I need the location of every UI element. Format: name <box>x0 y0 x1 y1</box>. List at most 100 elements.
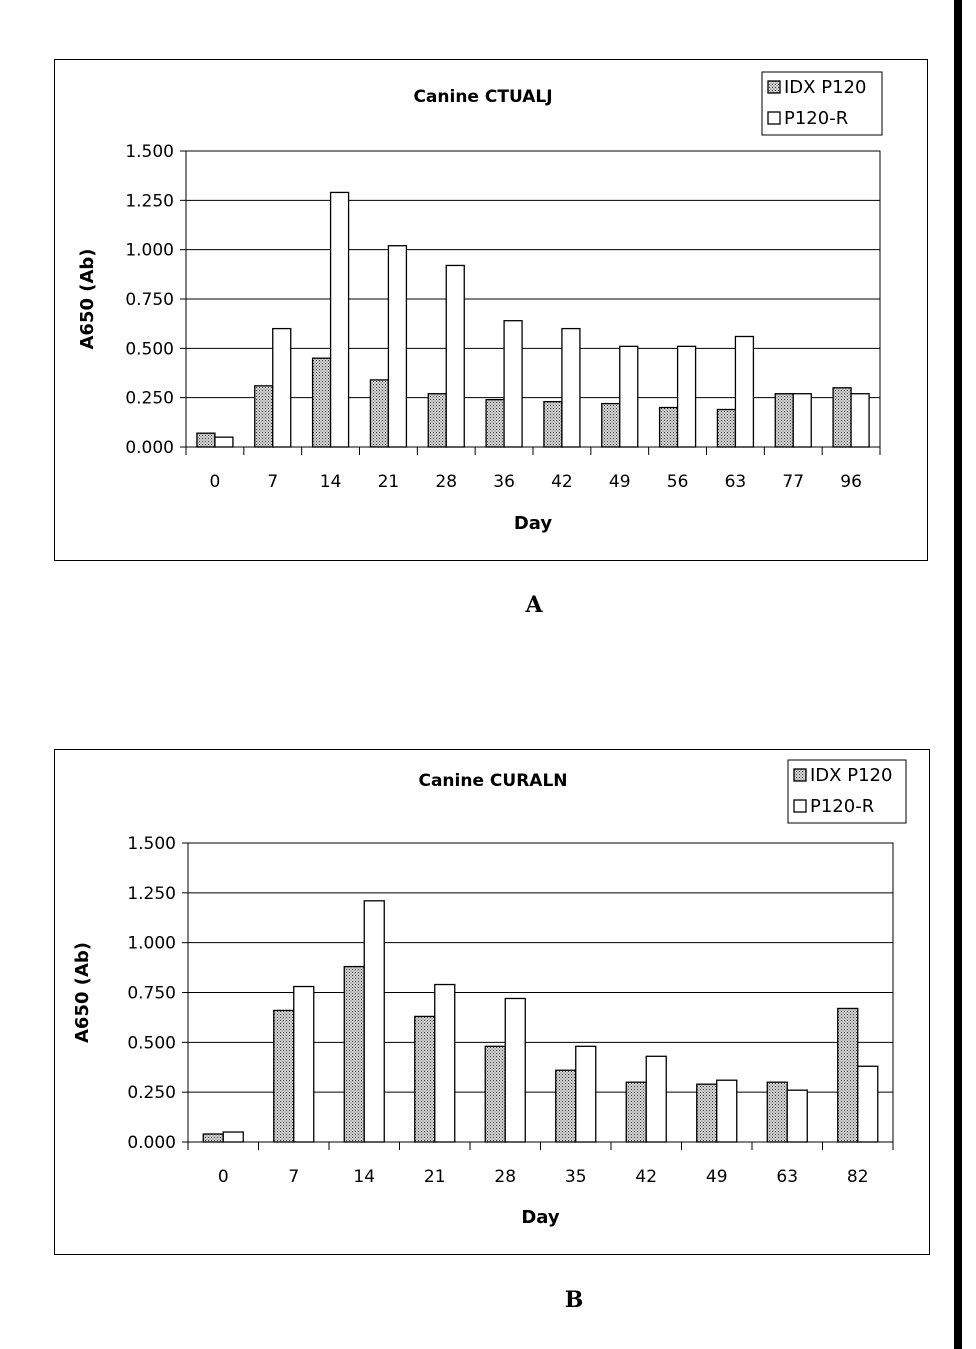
bar-p120-r <box>646 1056 666 1142</box>
bar-p120-r <box>273 329 291 447</box>
bar-chart-a: 0.000 0.250 0.500 0.750 1.000 1.250 1.500 0 7 14 2… <box>55 60 927 560</box>
bar-idx-p120 <box>544 402 562 447</box>
bar-p120-r <box>735 336 753 447</box>
bar-p120-r <box>223 1132 243 1142</box>
y-tick-label: 1.250 <box>127 884 176 904</box>
y-tick-label: 0.500 <box>125 339 174 359</box>
bar-idx-p120 <box>274 1010 294 1142</box>
bar-chart-b: 0.000 0.250 0.500 0.750 1.000 1.250 1.500 0 7 14 2… <box>55 750 929 1254</box>
bar-idx-p120 <box>717 410 735 447</box>
x-tick-label: 21 <box>424 1167 446 1187</box>
x-tick-label: 63 <box>725 472 747 492</box>
x-tick-label: 63 <box>776 1167 798 1187</box>
x-tick-label: 28 <box>435 472 457 492</box>
chart-title: Canine CTUALJ <box>413 87 552 107</box>
bar-idx-p120 <box>775 394 793 447</box>
bar-idx-p120 <box>833 388 851 447</box>
bar-p120-r <box>294 987 314 1142</box>
bar-idx-p120 <box>486 400 504 447</box>
bar-idx-p120 <box>626 1082 646 1142</box>
bar-p120-r <box>787 1090 807 1142</box>
legend-swatch-idx-p120 <box>794 769 806 781</box>
y-tick-label: 1.500 <box>125 142 174 162</box>
bar-idx-p120 <box>660 408 678 447</box>
legend-label-idx-p120: IDX P120 <box>784 77 866 98</box>
bar-p120-r <box>505 998 525 1142</box>
panel-label-a: A <box>514 592 554 618</box>
y-tick-label: 0.000 <box>125 438 174 458</box>
x-tick-label: 14 <box>320 472 342 492</box>
chart-panel-a: 0.000 0.250 0.500 0.750 1.000 1.250 1.500 0 7 14 2… <box>54 59 928 561</box>
x-axis-label: Day <box>521 1207 560 1228</box>
x-tick-label: 21 <box>378 472 400 492</box>
bar-p120-r <box>504 321 522 447</box>
x-tick-label: 96 <box>840 472 862 492</box>
x-tick-label: 77 <box>782 472 804 492</box>
y-tick-label: 1.000 <box>125 241 174 261</box>
bar-p120-r <box>435 985 455 1142</box>
legend-label-p120-r: P120-R <box>810 796 874 817</box>
y-tick-label: 0.000 <box>127 1133 176 1153</box>
legend-swatch-p120-r <box>768 112 780 124</box>
bar-p120-r <box>858 1066 878 1142</box>
bar-p120-r <box>851 394 869 447</box>
bar-idx-p120 <box>697 1084 717 1142</box>
x-tick-label: 49 <box>706 1167 728 1187</box>
bar-p120-r <box>793 394 811 447</box>
bar-p120-r <box>562 329 580 447</box>
legend-swatch-p120-r <box>794 800 806 812</box>
chart-panel-b: 0.000 0.250 0.500 0.750 1.000 1.250 1.500 0 7 14 2… <box>54 749 930 1255</box>
bar-p120-r <box>364 901 384 1142</box>
bar-idx-p120 <box>485 1046 505 1142</box>
y-tick-label: 1.500 <box>127 834 176 854</box>
y-tick-label: 1.000 <box>127 934 176 954</box>
y-tick-label: 0.750 <box>125 290 174 310</box>
bar-idx-p120 <box>313 358 331 447</box>
x-tick-label: 7 <box>267 472 278 492</box>
chart-title: Canine CURALN <box>418 771 567 791</box>
y-tick-label: 0.250 <box>127 1083 176 1103</box>
x-tick-label: 28 <box>494 1167 516 1187</box>
bar-p120-r <box>620 346 638 447</box>
x-tick-label: 42 <box>551 472 573 492</box>
bar-p120-r <box>331 192 349 447</box>
bar-idx-p120 <box>370 380 388 447</box>
y-tick-label: 1.250 <box>125 191 174 211</box>
x-tick-label: 49 <box>609 472 631 492</box>
x-tick-label: 42 <box>635 1167 657 1187</box>
legend-label-idx-p120: IDX P120 <box>810 765 892 786</box>
x-tick-label: 35 <box>565 1167 587 1187</box>
bar-idx-p120 <box>415 1016 435 1142</box>
y-axis-label: A650 (Ab) <box>77 248 98 349</box>
bar-p120-r <box>717 1080 737 1142</box>
bar-idx-p120 <box>767 1082 787 1142</box>
x-tick-label: 56 <box>667 472 689 492</box>
bar-idx-p120 <box>344 967 364 1142</box>
bar-p120-r <box>388 246 406 447</box>
x-tick-label: 82 <box>847 1167 869 1187</box>
x-tick-label: 0 <box>218 1167 229 1187</box>
bar-idx-p120 <box>197 433 215 447</box>
bar-idx-p120 <box>255 386 273 447</box>
y-tick-label: 0.750 <box>127 984 176 1004</box>
bar-p120-r <box>446 265 464 447</box>
bar-idx-p120 <box>556 1070 576 1142</box>
y-tick-label: 0.500 <box>127 1033 176 1053</box>
x-axis-label: Day <box>514 513 553 534</box>
legend-label-p120-r: P120-R <box>784 108 848 129</box>
bar-p120-r <box>215 437 233 447</box>
page-edge-bar <box>954 0 962 1349</box>
bar-idx-p120 <box>203 1134 223 1142</box>
bar-p120-r <box>678 346 696 447</box>
panel-label-b: B <box>554 1287 594 1313</box>
x-tick-label: 36 <box>493 472 515 492</box>
x-tick-label: 7 <box>288 1167 299 1187</box>
x-tick-label: 14 <box>353 1167 375 1187</box>
bar-idx-p120 <box>428 394 446 447</box>
y-tick-label: 0.250 <box>125 389 174 409</box>
x-tick-label: 0 <box>210 472 221 492</box>
bar-idx-p120 <box>602 404 620 447</box>
bar-p120-r <box>576 1046 596 1142</box>
y-axis-label: A650 (Ab) <box>72 942 93 1043</box>
bar-idx-p120 <box>838 1008 858 1142</box>
